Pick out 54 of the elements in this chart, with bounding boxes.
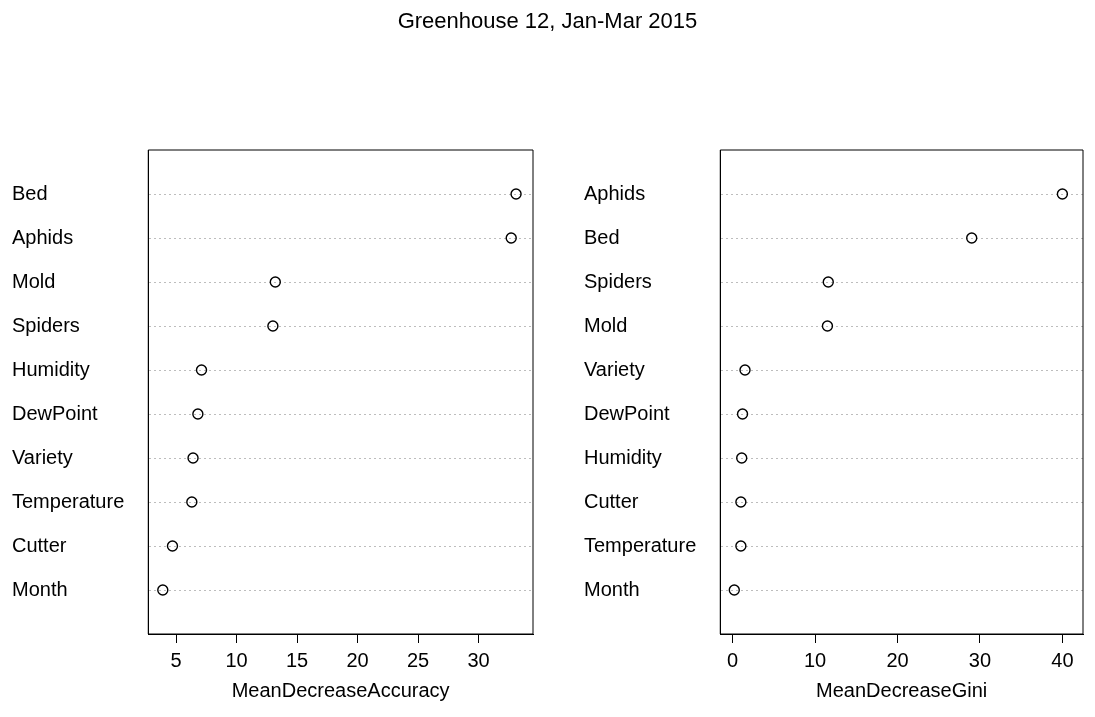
y-tick-label: Aphids bbox=[584, 181, 646, 204]
point bbox=[966, 232, 978, 244]
y-tick-label: Cutter bbox=[584, 489, 639, 512]
point bbox=[267, 320, 279, 332]
point bbox=[1056, 188, 1069, 200]
y-tick-label: Mold bbox=[584, 313, 628, 336]
y-tick-label: Aphids bbox=[12, 225, 74, 248]
point bbox=[505, 232, 517, 244]
x-tick-label: 0 bbox=[727, 648, 739, 671]
x-axis-title: MeanDecreaseAccuracy bbox=[231, 678, 450, 701]
y-tick-label: Variety bbox=[584, 357, 645, 380]
y-tick-label: Month bbox=[12, 577, 68, 600]
x-tick-label: 30 bbox=[968, 648, 992, 671]
x-tick-label: 10 bbox=[803, 648, 827, 671]
point bbox=[736, 408, 749, 420]
x-tick-label: 5 bbox=[170, 648, 182, 671]
point bbox=[728, 584, 740, 596]
x-tick-label: 20 bbox=[346, 648, 369, 671]
y-tick-label: Humidity bbox=[12, 357, 90, 380]
y-tick-label: Spiders bbox=[584, 269, 652, 292]
x-tick-label: 20 bbox=[886, 648, 909, 671]
point bbox=[187, 452, 199, 464]
y-tick-label: Cutter bbox=[12, 533, 67, 556]
y-tick-label: Temperature bbox=[584, 533, 697, 556]
x-tick-label: 25 bbox=[406, 648, 430, 671]
point bbox=[192, 408, 204, 420]
point bbox=[166, 540, 179, 552]
y-tick-label: Month bbox=[584, 577, 640, 600]
y-tick-label: Variety bbox=[12, 445, 73, 468]
x-tick-label: 40 bbox=[1051, 648, 1074, 671]
point bbox=[735, 496, 747, 508]
y-tick-label: Mold bbox=[12, 269, 56, 292]
y-tick-label: DewPoint bbox=[584, 401, 671, 424]
point bbox=[736, 452, 748, 464]
x-axis-title: MeanDecreaseGini bbox=[816, 678, 988, 701]
point bbox=[735, 540, 747, 552]
point bbox=[195, 364, 208, 376]
y-tick-label: Humidity bbox=[584, 445, 662, 468]
y-tick-label: Spiders bbox=[12, 313, 80, 336]
point bbox=[269, 276, 282, 288]
y-tick-label: DewPoint bbox=[12, 401, 99, 424]
point bbox=[821, 320, 834, 332]
point bbox=[510, 188, 522, 200]
y-tick-label: Temperature bbox=[12, 489, 125, 512]
x-tick-label: 30 bbox=[467, 648, 490, 671]
point bbox=[186, 496, 198, 508]
point bbox=[822, 276, 834, 288]
chart-title: Greenhouse 12, Jan-Mar 2015 bbox=[396, 8, 699, 34]
x-tick-label: 15 bbox=[285, 648, 309, 671]
x-tick-label: 10 bbox=[225, 648, 248, 671]
y-tick-label: Bed bbox=[12, 181, 48, 204]
point bbox=[739, 364, 751, 376]
point bbox=[157, 584, 169, 596]
y-tick-label: Bed bbox=[584, 225, 620, 248]
